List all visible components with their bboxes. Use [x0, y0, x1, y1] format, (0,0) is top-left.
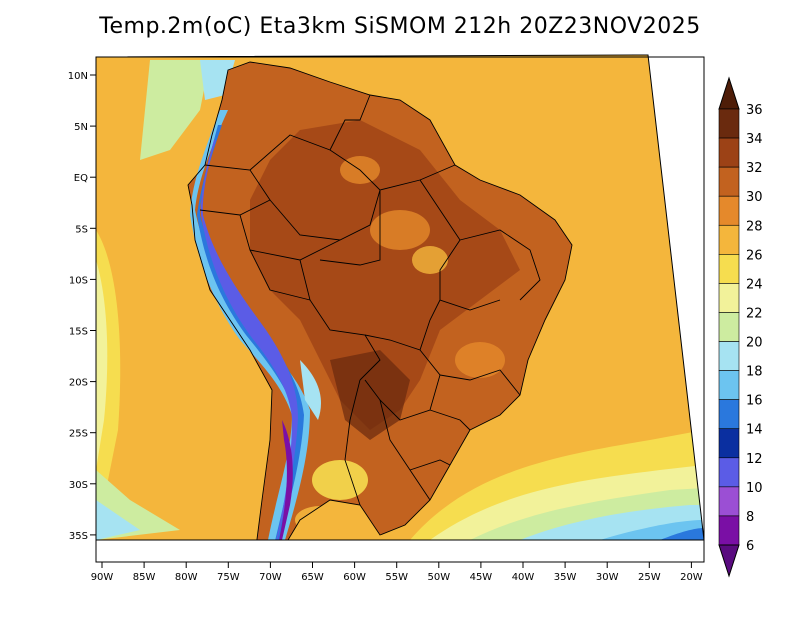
colorbar-band: [718, 195, 740, 226]
lat-label: 10S: [69, 275, 88, 286]
colorbar-band: [718, 515, 740, 546]
pacific-cool-band: [96, 260, 108, 470]
lon-label: 30W: [596, 572, 619, 583]
warm-spot: [412, 246, 448, 274]
lon-label: 60W: [343, 572, 366, 583]
colorbar-band: [718, 428, 740, 459]
colorbar-label: 26: [746, 248, 763, 263]
colorbar-label: 10: [746, 481, 763, 496]
colorbar-label: 36: [746, 103, 763, 118]
hot-interior: [250, 120, 520, 430]
colorbar-label: 18: [746, 365, 763, 380]
lon-label: 45W: [470, 572, 493, 583]
colorbar-band: [718, 399, 740, 430]
colorbar-label: 28: [746, 219, 763, 234]
lat-label: 25S: [69, 429, 88, 440]
lat-label: 5N: [74, 122, 88, 133]
colorbar-band: [718, 166, 740, 197]
colorbar-band: [718, 224, 740, 255]
colorbar-label: 8: [746, 510, 754, 525]
lon-label: 85W: [133, 572, 156, 583]
andes-peak-strip: [279, 420, 293, 540]
map-title: Temp.2m(oC) Eta3km SiSMOM 212h 20Z23NOV2…: [99, 14, 701, 39]
lon-label: 80W: [175, 572, 198, 583]
colorbar-label: 24: [746, 277, 763, 292]
colorbar-label: 30: [746, 190, 763, 205]
lon-label: 50W: [427, 572, 450, 583]
altiplano-cool: [300, 360, 321, 420]
lat-label: 10N: [68, 71, 88, 82]
colorbar-band: [718, 457, 740, 488]
colorbar: 36 34 32 30 28 26 24 22 20 18 16 14 12 10 8 6: [718, 76, 763, 578]
cool-plain: [312, 460, 368, 500]
lon-label: 40W: [512, 572, 535, 583]
latitude-axis: 10N 5N EQ 5S 10S 15S 20S 25S 30S 35S: [68, 71, 96, 542]
colorbar-label: 32: [746, 161, 763, 176]
axis-box: [95, 56, 705, 563]
longitude-axis: 90W 85W 80W 75W 70W 65W 60W 55W 50W 45W 40W 35W 30W 2…: [91, 562, 703, 583]
lon-label: 65W: [301, 572, 324, 583]
colorbar-label: 16: [746, 394, 763, 409]
colorbar-label: 14: [746, 423, 763, 438]
colorbar-band: [718, 283, 740, 313]
colorbar-labels: 36 34 32 30 28 26 24 22 20 18 16 14 12 10 8 6: [746, 103, 763, 554]
hottest-core: [330, 350, 410, 440]
lat-label: EQ: [74, 173, 88, 184]
cool-plain: [295, 506, 345, 534]
lon-label: 20W: [680, 572, 703, 583]
colorbar-label: 12: [746, 452, 763, 467]
colorbar-band: [718, 486, 740, 517]
lat-label: 5S: [75, 224, 88, 235]
lon-label: 90W: [91, 572, 114, 583]
colorbar-label: 20: [746, 336, 763, 351]
colorbar-band: [718, 137, 740, 168]
lon-label: 70W: [259, 572, 282, 583]
colorbar-band: [718, 108, 740, 139]
colorbar-bands: [718, 108, 740, 546]
temperature-field: [96, 55, 704, 540]
lon-label: 55W: [385, 572, 408, 583]
colorbar-band: [718, 254, 740, 284]
colorbar-label: 34: [746, 132, 763, 147]
lon-label: 35W: [554, 572, 577, 583]
atlantic-coldest-band: [660, 528, 704, 540]
pacific-cold-corner: [96, 500, 140, 540]
colorbar-label: 6: [746, 539, 754, 554]
colorbar-band: [718, 341, 740, 371]
colorbar-band: [718, 370, 740, 400]
lat-label: 35S: [69, 531, 88, 542]
colorbar-label: 22: [746, 306, 763, 321]
north-cool-patch: [140, 60, 210, 160]
lon-label: 25W: [638, 572, 661, 583]
lat-label: 15S: [69, 327, 88, 338]
colorbar-band: [718, 312, 740, 342]
warm-spot: [455, 342, 505, 378]
country-borders: [187, 61, 573, 540]
colorbar-top-cap: [718, 76, 740, 110]
lat-label: 20S: [69, 378, 88, 389]
colorbar-bottom-cap: [718, 544, 740, 578]
lat-label: 30S: [69, 480, 88, 491]
lon-label: 75W: [217, 572, 240, 583]
warm-spot: [370, 210, 430, 250]
